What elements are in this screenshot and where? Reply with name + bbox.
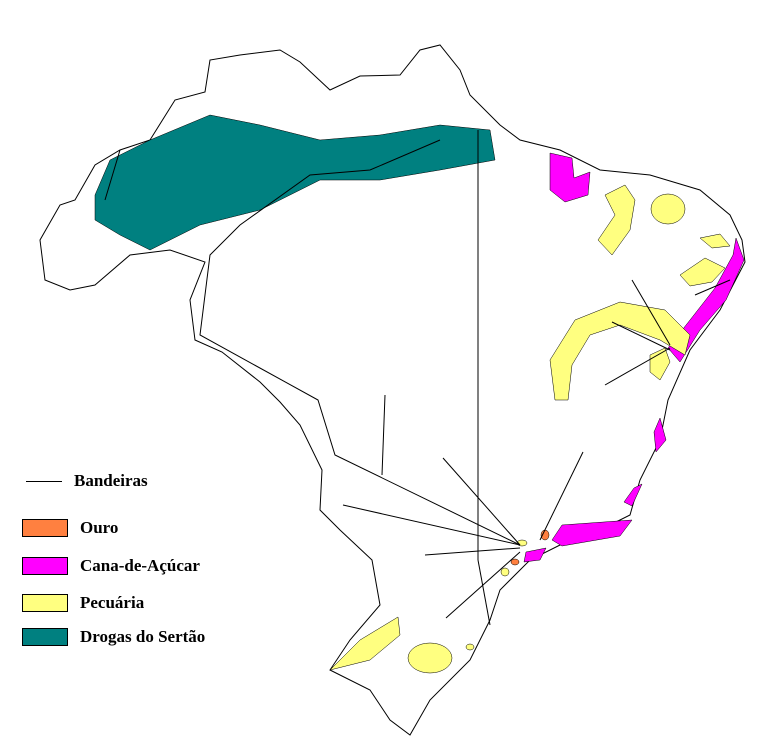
bandeira-route (604, 347, 671, 386)
color-swatch (22, 557, 68, 575)
bandeira-route (445, 551, 521, 619)
cana-rio (551, 519, 633, 547)
cana-bahia (653, 417, 667, 453)
bandeira-route (611, 321, 671, 351)
legend-item-ouro: Ouro (22, 518, 118, 538)
ouro-minas-2 (510, 558, 520, 566)
pecuaria-sul-2 (407, 642, 453, 674)
bandeira-route (342, 504, 521, 546)
line-swatch (26, 480, 62, 482)
pecuaria-pb (679, 257, 726, 287)
pecuaria-sao-francisco (549, 301, 691, 401)
cana-maranhao (549, 152, 591, 203)
pecuaria-piaui (597, 184, 636, 256)
color-swatch (22, 594, 68, 612)
bandeira-route (424, 547, 521, 556)
bandeiras-routes (104, 130, 731, 626)
color-swatch (22, 628, 68, 646)
pecuaria-pr (465, 643, 475, 651)
ouro-regions (510, 529, 550, 566)
bandeira-route (199, 139, 521, 546)
pecuaria-sul-1 (329, 616, 401, 671)
color-swatch (22, 519, 68, 537)
cana-sp (523, 547, 547, 563)
bandeira-route (442, 457, 521, 546)
legend-item-cana: Cana-de-Açúcar (22, 556, 200, 576)
legend-item-pecuaria: Pecuária (22, 593, 144, 613)
legend-label: Drogas do Sertão (80, 627, 206, 646)
legend-label: Bandeiras (74, 471, 148, 490)
legend-label: Cana-de-Açúcar (80, 556, 200, 575)
pecuaria-ceara (650, 193, 686, 225)
legend-label: Ouro (80, 518, 119, 537)
pecuaria-regions (329, 184, 731, 674)
legend-item-bandeiras: Bandeiras (22, 471, 148, 491)
pecuaria-sp-2 (500, 567, 510, 577)
legend-label: Pecuária (80, 593, 145, 612)
cana-espirito-santo (623, 483, 643, 507)
pecuaria-rn (699, 233, 731, 249)
bandeira-route (631, 279, 671, 346)
bandeira-route (539, 451, 584, 541)
drogas-do-sertao-region (94, 114, 496, 251)
cana-de-acucar-regions (523, 152, 745, 563)
legend-item-drogas: Drogas do Sertão (22, 627, 205, 647)
bandeira-route (477, 559, 491, 626)
bandeira-route (694, 279, 731, 296)
bandeira-route (381, 394, 386, 476)
bandeira-route (104, 149, 121, 201)
cana-ne-coast (667, 237, 745, 363)
